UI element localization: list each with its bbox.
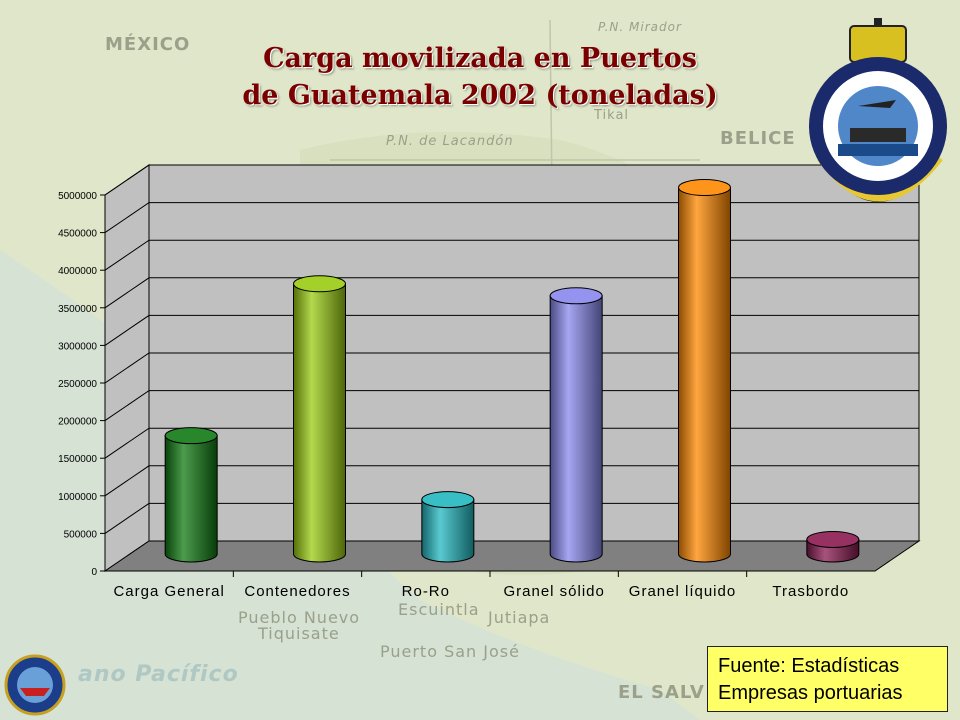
- gridline: [104, 164, 919, 196]
- gridline: [104, 314, 919, 346]
- y-axis: 0 500000 1000000 1500000 2000000 2500000 30000…: [58, 191, 106, 578]
- y-tick-label: 0: [91, 567, 97, 578]
- bar-1-body: [293, 283, 346, 563]
- source-note: Fuente: Estadísticas Empresas portuarias: [707, 646, 948, 712]
- map-label-tiquisate: Tiquisate: [258, 624, 340, 643]
- y-tick-label: 5000000: [58, 191, 97, 202]
- chart-bars: [164, 179, 860, 563]
- gridline: [104, 427, 919, 459]
- port-security-emblem: [809, 18, 947, 202]
- bar-4-top: [678, 179, 731, 197]
- y-tick-label: 3500000: [58, 304, 97, 315]
- bar-0-top: [164, 427, 218, 445]
- y-tick-label: 3000000: [58, 341, 97, 352]
- chart-walls: [103, 164, 921, 572]
- x-tick-label: Granel líquido: [629, 583, 736, 600]
- bar-2-body: [421, 499, 475, 563]
- y-tick-label: 1000000: [58, 492, 97, 503]
- map-label-puerto: Puerto San José: [380, 642, 520, 661]
- y-tick-label: 2000000: [58, 417, 97, 428]
- source-line-2: Empresas portuarias: [718, 682, 903, 704]
- x-tick-label: Ro-Ro: [402, 583, 450, 600]
- map-label-oceano: ano Pacífico: [78, 662, 239, 687]
- map-label-mexico: MÉXICO: [105, 34, 191, 55]
- y-tick-label: 500000: [64, 529, 98, 540]
- y-tick-label: 4000000: [58, 266, 97, 277]
- gridline: [104, 277, 919, 309]
- bar-2-top: [421, 491, 475, 509]
- x-tick-label: Carga General: [113, 583, 224, 600]
- map-label-pueblo: Pueblo Nuevo: [238, 608, 361, 627]
- gridline: [104, 390, 919, 422]
- gridline: [104, 239, 919, 271]
- bar-4-body: [678, 187, 731, 563]
- map-label-pn-lacandon: P.N. de Lacandón: [386, 134, 514, 149]
- x-tick-label: Trasbordo: [772, 583, 849, 600]
- bar-3-body: [549, 295, 603, 563]
- bar-5-top: [806, 530, 860, 548]
- map-label-jutiapa: Jutiapa: [488, 608, 551, 627]
- y-tick-label: 1500000: [58, 454, 97, 465]
- gridline: [104, 502, 919, 534]
- gridline: [104, 202, 919, 234]
- map-label-belice: BELICE: [720, 128, 796, 149]
- bar-1-top: [293, 275, 346, 293]
- chart-title: Carga movilizada en Puertos de Guatemala…: [180, 40, 780, 114]
- map-label-pn-mirador: P.N. Mirador: [598, 20, 682, 34]
- map-label-tikal: Tikal: [594, 108, 630, 123]
- x-tick-label: Contenedores: [244, 583, 350, 600]
- map-label-escuintla: Escuintla: [398, 600, 480, 619]
- y-tick-label: 2500000: [58, 379, 97, 390]
- gridline: [104, 465, 919, 497]
- x-axis: Carga General Contenedores Ro-Ro Granel sól…: [105, 570, 875, 600]
- chart-gridlines: [104, 164, 919, 534]
- title-line-2: de Guatemala 2002 (toneladas): [242, 80, 718, 111]
- port-authority-logo: [4, 654, 66, 716]
- source-line-1: Fuente: Estadísticas: [718, 655, 900, 677]
- bar-3-top: [549, 287, 603, 305]
- x-tick-label: Granel sólido: [503, 583, 604, 600]
- y-tick-label: 4500000: [58, 229, 97, 240]
- bar-0-body: [164, 435, 218, 563]
- floor: [103, 540, 921, 572]
- gridline: [104, 352, 919, 384]
- map-label-el-salvador: EL SALV: [618, 682, 705, 703]
- title-line-1: Carga movilizada en Puertos: [263, 43, 697, 74]
